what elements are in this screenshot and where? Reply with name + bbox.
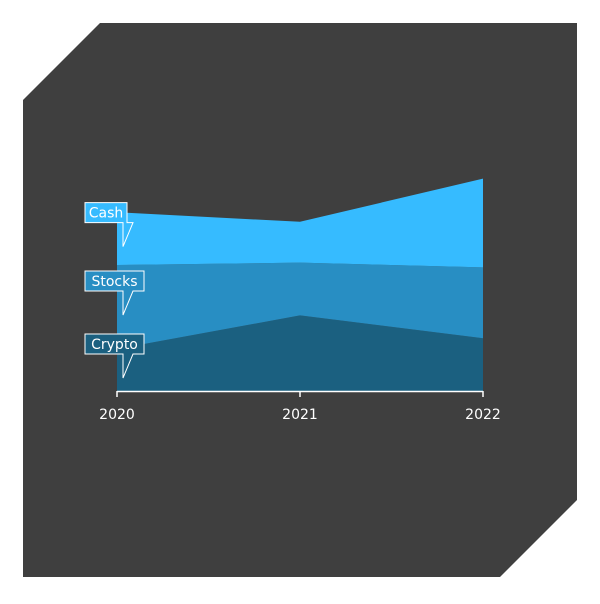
series-labels: Crypto Stocks Cash [84, 202, 145, 379]
x-tick-label-2021: 2021 [282, 407, 318, 423]
series-label-box [84, 202, 134, 247]
series-label-text: Stocks [91, 274, 137, 290]
series-label-text: Cash [89, 206, 124, 222]
series-label-box [84, 333, 145, 379]
area-cash [117, 178, 483, 268]
series-label-text: Crypto [91, 337, 138, 353]
series-label-crypto: Crypto [84, 333, 145, 379]
area-crypto [117, 315, 483, 391]
x-axis-ticks: 2020 2021 2022 [99, 391, 501, 423]
series-label-box [84, 270, 145, 316]
area-series-group [117, 178, 483, 391]
area-stocks [117, 262, 483, 349]
series-label-cash: Cash [84, 202, 134, 247]
series-label-stocks: Stocks [84, 270, 145, 316]
x-tick-label-2020: 2020 [99, 407, 135, 423]
x-tick-label-2022: 2022 [465, 407, 501, 423]
